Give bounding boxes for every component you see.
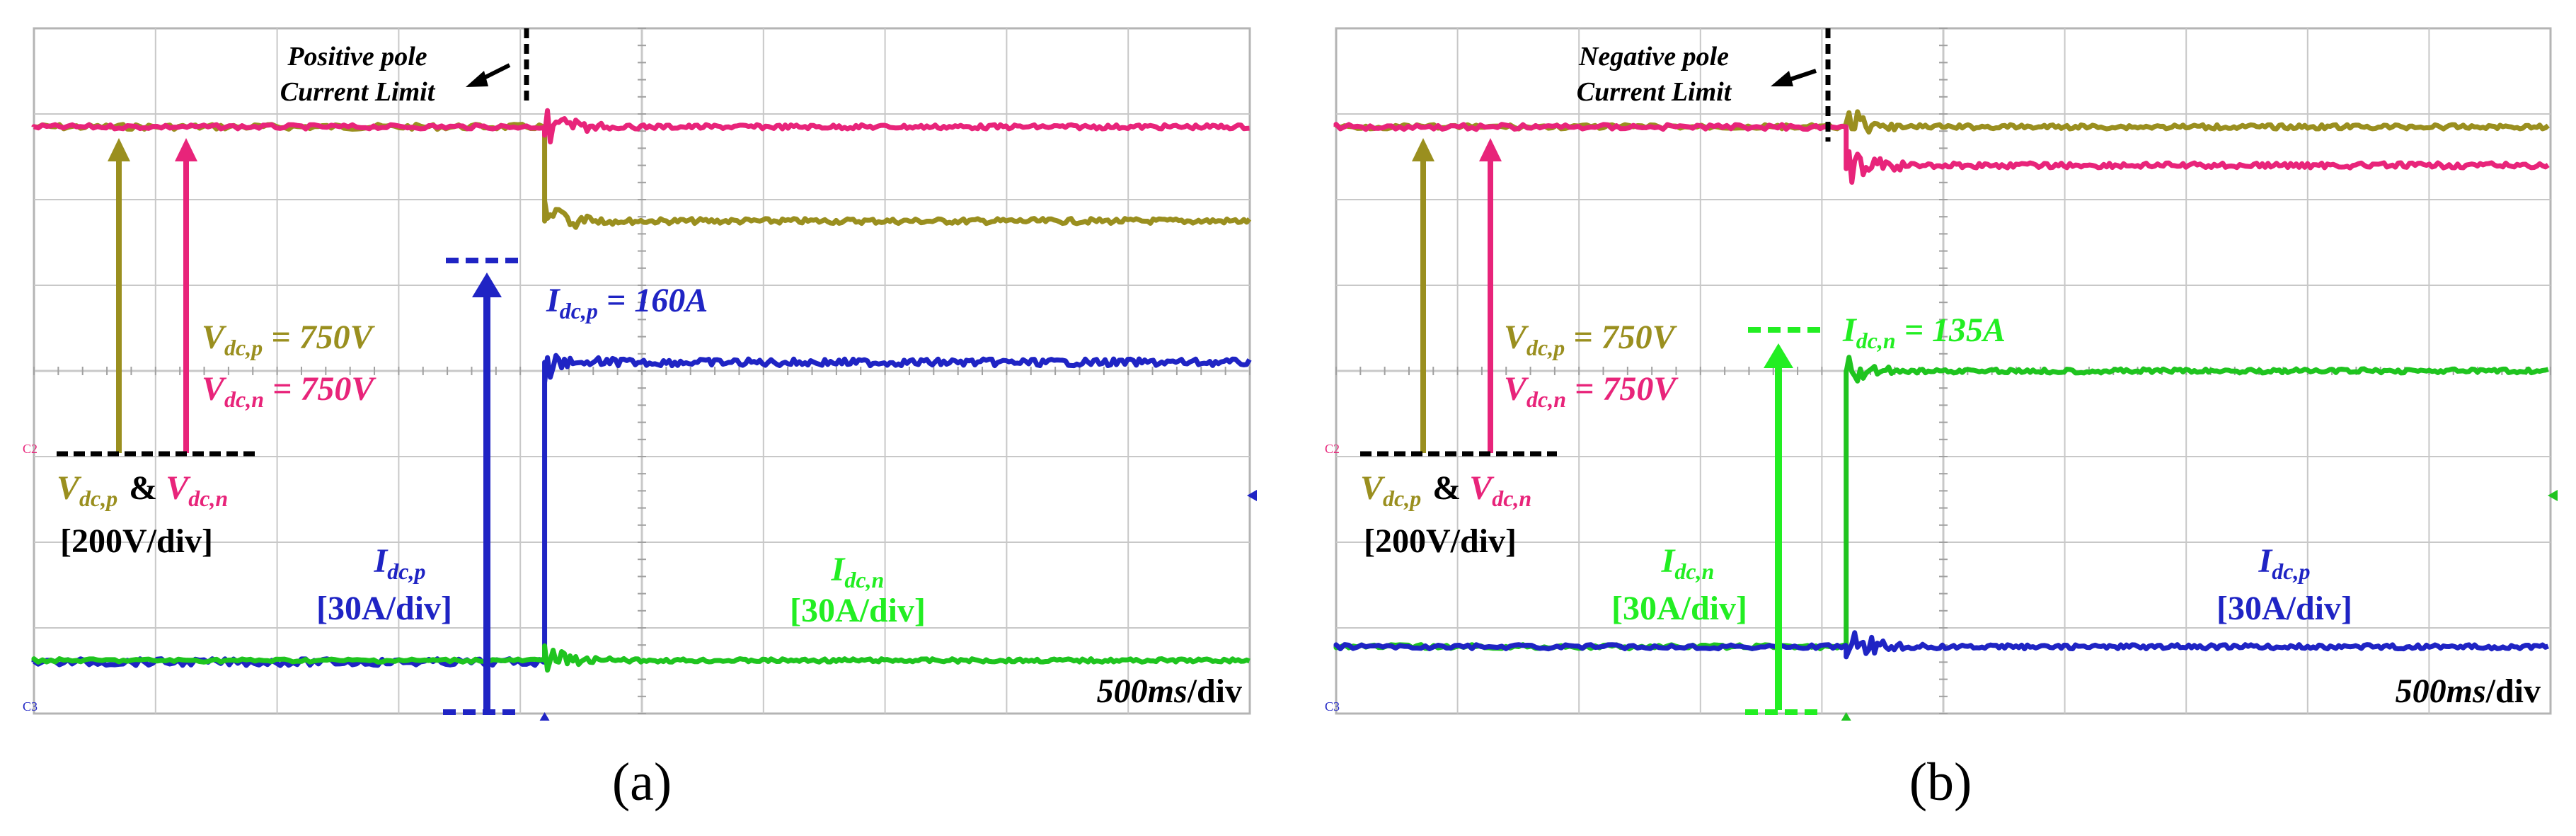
current-value-label: Idc,p = 160A [546, 282, 708, 323]
annotation-arrowhead [1771, 71, 1793, 86]
panel-a: C2 C3 Positive pole Current Limit Idc,p =… [23, 27, 1257, 812]
vn-arrowhead [1479, 138, 1502, 161]
annotation-title-line1: Negative pole [1578, 42, 1729, 71]
vp-arrowhead [108, 138, 130, 161]
ip-div-label: [30A/div] [2216, 590, 2352, 627]
trace-v-dc-n [1333, 122, 2550, 185]
vn-arrowhead [175, 138, 197, 161]
offset-marker [1247, 490, 1257, 501]
ip-name-label: Idc,p [2258, 542, 2311, 584]
offset-marker [2548, 490, 2558, 501]
voltage-scale-label: Vdc,p & Vdc,n [57, 469, 228, 511]
vn-value-label: Vdc,n = 750V [1504, 370, 1679, 412]
channel-marker-c2: C2 [23, 442, 38, 456]
ip-name-label: Idc,p [374, 542, 426, 584]
vp-value-label: Vdc,p = 750V [202, 319, 376, 360]
annotation-title-line2: Current Limit [1577, 77, 1732, 107]
trace-i-dc-n [31, 643, 1250, 673]
timebase-label: 500ms/div [2396, 672, 2541, 710]
panel-b: C2 C3 Negative pole Current Limit Idc,n =… [1325, 27, 2558, 812]
channel-marker-c2: C2 [1325, 442, 1340, 456]
trigger-marker [539, 712, 550, 721]
oscilloscope-grid: C2 C3 [23, 27, 1257, 721]
panel-label: (a) [612, 752, 672, 812]
annotation-title-line2: Current Limit [280, 77, 436, 107]
channel-marker-c3: C3 [23, 699, 38, 714]
waveform-traces [31, 108, 1252, 673]
annotation-title-line1: Positive pole [287, 42, 427, 71]
annotation-arrowhead [466, 71, 488, 87]
ip-div-label: [30A/div] [316, 590, 452, 627]
voltage-div-label: [200V/div] [1364, 522, 1517, 560]
in-div-label: [30A/div] [1611, 590, 1747, 627]
in-arrowhead [1764, 343, 1793, 368]
timebase-label: 500ms/div [1097, 672, 1242, 710]
in-name-label: Idc,n [1661, 542, 1715, 584]
trigger-marker [1841, 712, 1851, 721]
trace-v-dc-n [31, 108, 1250, 144]
ip-arrowhead [472, 273, 502, 297]
vp-arrowhead [1412, 138, 1434, 161]
in-name-label: Idc,n [831, 551, 885, 592]
channel-marker-c3: C3 [1325, 699, 1340, 714]
voltage-div-label: [200V/div] [60, 522, 213, 560]
vp-value-label: Vdc,p = 750V [1504, 319, 1678, 360]
waveform-traces [1333, 109, 2550, 660]
voltage-scale-label: Vdc,p & Vdc,n [1360, 469, 1531, 511]
vn-value-label: Vdc,n = 750V [202, 370, 376, 412]
trace-i-dc-p [1333, 630, 2549, 660]
current-value-label: Idc,n = 135A [1842, 311, 2006, 353]
panel-label: (b) [1909, 752, 1972, 812]
in-div-label: [30A/div] [790, 592, 926, 629]
